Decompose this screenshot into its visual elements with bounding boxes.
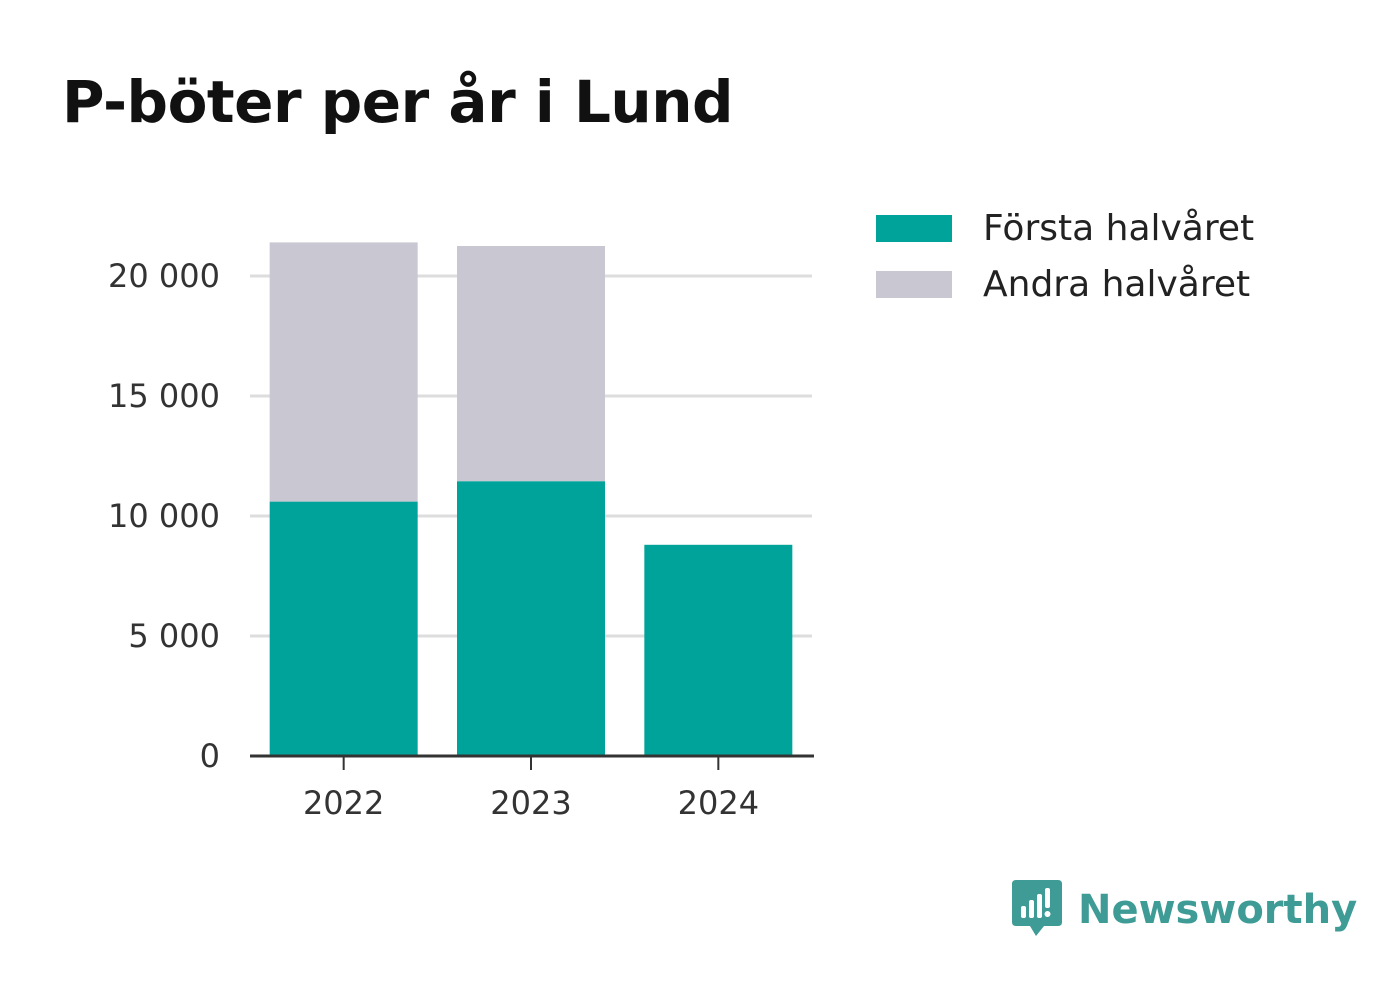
legend-label-second-half: Andra halvåret <box>983 263 1251 305</box>
legend-label-first-half: Första halvåret <box>983 207 1255 249</box>
bar-first-half-2022 <box>269 501 418 756</box>
bar-second-half-2023 <box>457 246 605 482</box>
chart-title: P-böter per år i Lund <box>62 68 734 136</box>
legend-swatch-first-half <box>876 214 952 242</box>
bar-first-half-2024 <box>644 544 793 756</box>
legend-item-first-half: Första halvåret <box>876 200 1254 256</box>
y-tick-label: 10 000 <box>108 497 220 535</box>
brand-name: Newsworthy <box>1078 887 1358 933</box>
y-tick-label: 5 000 <box>128 617 220 655</box>
newsworthy-logo-icon <box>1010 878 1064 942</box>
legend: Första halvåret Andra halvåret <box>876 200 1254 312</box>
bar-second-half-2022 <box>269 242 418 502</box>
y-tick-label: 20 000 <box>108 257 220 295</box>
x-tick-label: 2022 <box>303 784 384 822</box>
bar-first-half-2023 <box>457 481 605 756</box>
legend-swatch-second-half <box>876 270 952 298</box>
brand-logo: Newsworthy <box>1010 878 1357 942</box>
x-tick-label: 2023 <box>490 784 571 822</box>
y-tick-label: 15 000 <box>108 377 220 415</box>
y-tick-label: 0 <box>200 737 220 775</box>
x-tick-label: 2024 <box>678 784 759 822</box>
bars <box>269 242 793 756</box>
legend-item-second-half: Andra halvåret <box>876 256 1254 312</box>
axes: 0 5 000 10 000 15 000 20 000 2022 2023 2024 <box>108 257 814 822</box>
